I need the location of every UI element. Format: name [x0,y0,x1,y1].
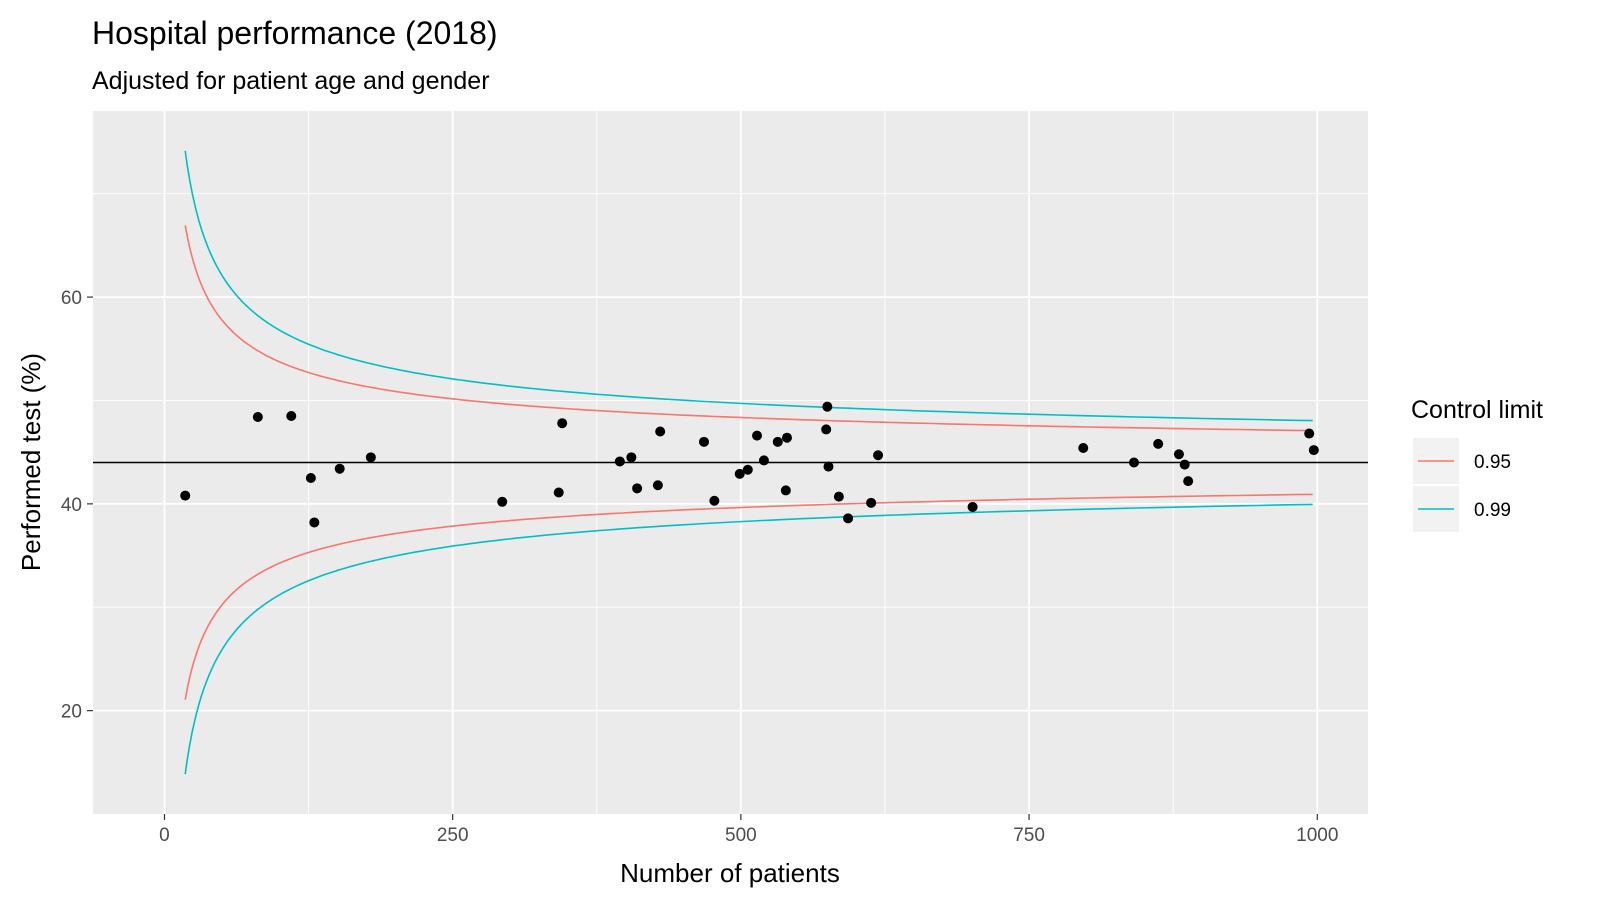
data-point [698,436,709,447]
x-tick-label: 250 [437,825,469,846]
data-point [821,424,832,435]
x-tick-label: 1000 [1296,825,1338,846]
data-point [1153,438,1164,449]
data-point [781,432,792,443]
legend-label-095: 0.95 [1474,452,1511,473]
control-limit-lower-095 [184,493,1313,700]
data-point [709,495,720,506]
y-tick-label: 60 [61,288,82,309]
data-point [1308,445,1319,456]
data-point [252,412,263,423]
data-point [309,517,320,528]
data-point [632,483,643,494]
control-limit-lower-099 [184,503,1313,775]
data-points [180,401,1319,528]
control-limit-upper-095 [184,225,1313,432]
data-point [334,463,345,474]
x-tick-label: 500 [725,825,757,846]
data-point [1179,459,1190,470]
data-point [553,487,564,498]
control-limit-lines [184,150,1313,775]
chart-subtitle: Adjusted for patient age and gender [92,67,490,95]
data-point [497,496,508,507]
x-tick-label: 750 [1013,825,1045,846]
data-point [305,473,316,484]
data-point [752,430,763,441]
data-point [652,480,663,491]
data-point [873,450,884,461]
data-point [823,461,834,472]
data-point [780,485,791,496]
y-tick-label: 40 [61,495,82,516]
data-point [1078,443,1089,454]
legend-title: Control limit [1411,396,1543,424]
data-point [655,426,666,437]
data-point [742,464,753,475]
data-point [614,456,625,467]
axis-ticks: 0 250 500 750 1000 20 40 60 [61,288,1339,846]
y-tick-label: 20 [61,702,82,723]
data-point [626,452,637,463]
data-point [772,436,783,447]
data-point [866,497,877,508]
data-point [1128,457,1139,468]
x-tick-label: 0 [159,825,170,846]
x-axis-title: Number of patients [620,858,840,888]
chart-title: Hospital performance (2018) [92,15,498,51]
data-point [967,501,978,512]
data-point [180,490,191,501]
data-point [365,452,376,463]
data-point [758,455,769,466]
legend: Control limit 0.95 0.99 [1411,396,1543,532]
legend-label-099: 0.99 [1474,500,1511,521]
data-point [557,418,568,429]
data-point [833,491,844,502]
data-point [1173,449,1184,460]
data-point [1183,476,1194,487]
data-point [1304,428,1315,439]
data-point [843,513,854,524]
data-point [822,401,833,412]
data-point [286,410,297,421]
control-limit-upper-099 [184,150,1313,422]
y-axis-title: Performed test (%) [16,353,46,571]
data-point [734,468,745,479]
